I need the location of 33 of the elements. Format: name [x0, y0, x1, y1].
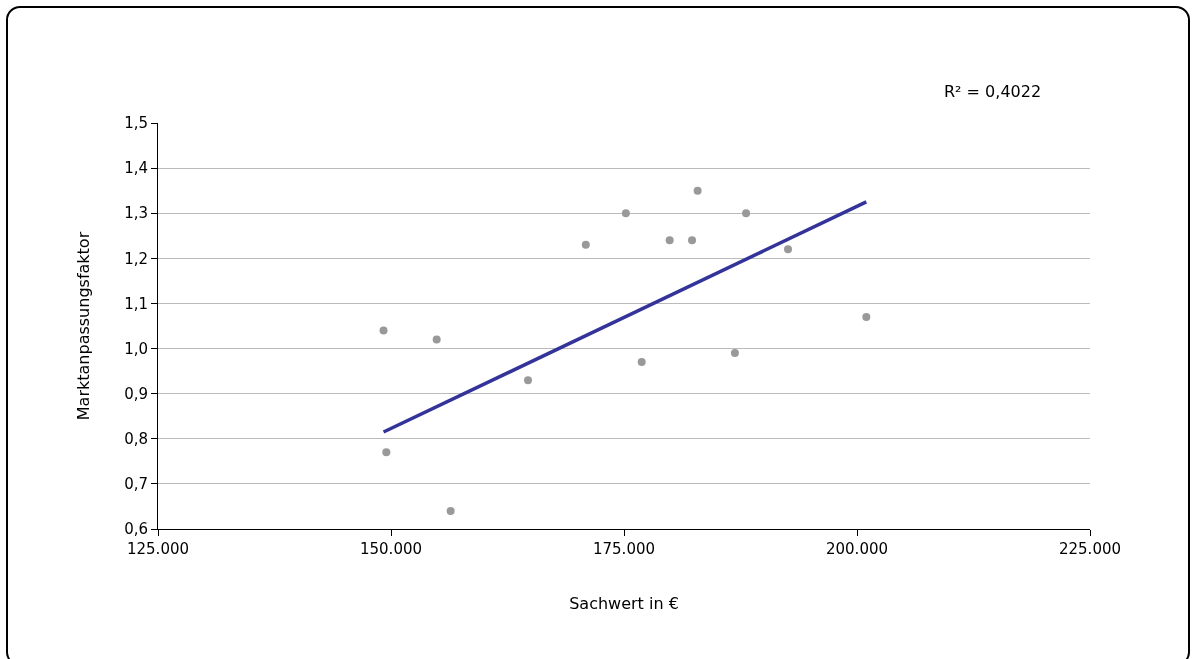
point: [742, 209, 751, 218]
y-axis-title: Marktanpassungsfaktor: [74, 231, 94, 421]
y-tick-label: 1,5: [124, 114, 148, 133]
point: [432, 335, 441, 344]
y-tick-label: 1,1: [124, 294, 148, 313]
x-tick-label: 125.000: [126, 540, 190, 558]
point: [581, 240, 590, 249]
y-tick-label: 0,8: [124, 430, 148, 449]
point: [688, 236, 697, 245]
text: R² = 0,4022: [944, 82, 1042, 101]
y-tick-label: 0,6: [124, 520, 148, 539]
point: [524, 376, 532, 385]
point: [621, 209, 630, 218]
x-tick-label: 225.000: [1058, 540, 1122, 558]
y-tick-label: 0,9: [124, 384, 148, 403]
point: [379, 326, 388, 335]
y-tick-label: 1,2: [124, 249, 148, 268]
y-tick-label: 1,3: [124, 204, 148, 223]
point: [665, 236, 674, 245]
x-tick-label: 175.000: [592, 540, 656, 558]
point: [382, 448, 391, 457]
x-tick-label: 200.000: [825, 540, 889, 558]
point: [446, 506, 455, 515]
y-tick-label: 1,0: [124, 339, 148, 358]
x-tick-label: 150.000: [359, 540, 423, 558]
x-axis-title: Sachwert in €: [569, 593, 679, 613]
point: [784, 245, 793, 254]
point: [637, 358, 646, 367]
point: [730, 349, 739, 358]
y-tick-label: 1,4: [124, 159, 148, 178]
y-tick-label: 0,7: [124, 475, 148, 494]
point: [862, 312, 871, 321]
point: [693, 186, 702, 195]
